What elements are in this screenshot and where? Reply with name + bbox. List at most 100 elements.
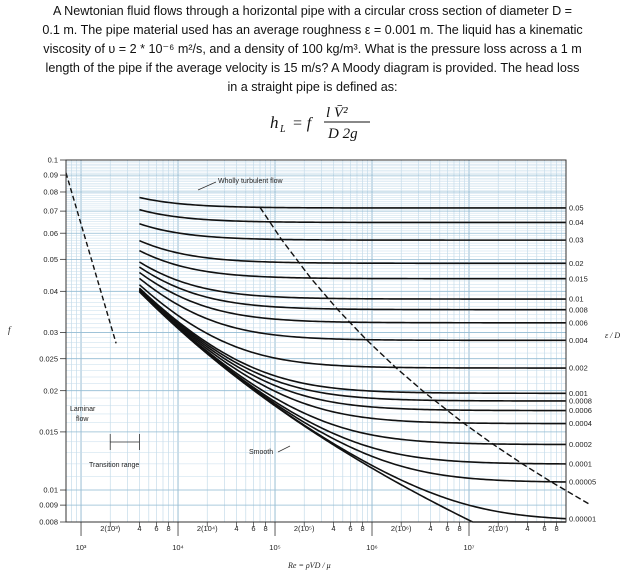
roughness-labels: 0.05 0.04 0.03 0.02 0.015 0.010.008 0.006 0.004… — [569, 204, 596, 524]
roughness-label: 0.008 — [569, 305, 588, 314]
x-minor-tick-label: 6 — [348, 524, 352, 533]
x-minor-tick-label: 4 — [234, 524, 238, 533]
y-tick-label: 0.08 — [43, 188, 58, 197]
roughness-label: 0.02 — [569, 259, 584, 268]
y-tick-label: 0.04 — [43, 287, 58, 296]
y-tick-label: 0.07 — [43, 207, 58, 216]
relative-roughness-label: ε / D — [605, 331, 620, 340]
x-major-tick-label: 10⁷ — [463, 543, 474, 552]
roughness-label: 0.05 — [569, 204, 584, 213]
roughness-label: 0.0008 — [569, 397, 592, 406]
y-tick-label: 0.09 — [43, 171, 58, 180]
problem-line: viscosity of υ = 2 * 10⁻⁶ m²/s, and a de… — [43, 42, 582, 56]
problem-line: length of the pipe if the average veloci… — [45, 61, 580, 75]
y-axis: 0.1 0.09 0.08 0.07 0.06 0.05 0.04 0.03 0.025 0.02… — [39, 156, 66, 527]
problem-statement: A Newtonian fluid flows through a horizo… — [0, 2, 625, 97]
laminar-flow-line — [65, 172, 117, 344]
formula-lhs-subscript: L — [279, 124, 286, 135]
roughness-label: 0.0006 — [569, 406, 592, 415]
y-axis-label: f — [8, 325, 12, 335]
roughness-curve — [139, 223, 566, 241]
y-tick-label: 0.008 — [39, 518, 58, 527]
plot-frame — [65, 159, 567, 523]
problem-line: in a straight pipe is defined as: — [227, 80, 398, 94]
y-tick-label: 0.05 — [43, 255, 58, 264]
laminar-label-2: flow — [76, 416, 89, 423]
roughness-label: 0.0004 — [569, 419, 592, 428]
x-minor-tick-label: 2(10³) — [100, 524, 121, 533]
moody-diagram: 0.1 0.09 0.08 0.07 0.06 0.05 0.04 0.03 0.025 0.02… — [8, 156, 620, 570]
roughness-curve — [138, 277, 566, 342]
formula-equals-f: = f — [292, 115, 314, 132]
laminar-label-1: Laminar — [70, 406, 96, 413]
x-minor-tick-label: 4 — [525, 524, 529, 533]
roughness-curve — [139, 239, 566, 265]
y-tick-label: 0.009 — [39, 501, 58, 510]
x-minor-tick-label: 6 — [251, 524, 255, 533]
roughness-curve — [138, 266, 566, 311]
roughness-label: 0.04 — [569, 218, 584, 227]
y-tick-label: 0.03 — [43, 328, 58, 337]
x-minor-tick-label: 2(10⁷) — [488, 524, 509, 533]
formula-lhs: h — [270, 113, 279, 132]
x-minor-tick-label: 8 — [264, 524, 268, 533]
x-minor-tick-label: 8 — [361, 524, 365, 533]
roughness-label: 0.002 — [569, 364, 588, 373]
formula-denominator: D 2g — [327, 126, 358, 142]
roughness-label: 0.0002 — [569, 440, 592, 449]
roughness-curve — [138, 284, 566, 369]
y-tick-label: 0.01 — [43, 486, 58, 495]
roughness-curve — [138, 287, 567, 395]
x-major-tick-label: 10⁶ — [366, 543, 377, 552]
x-minor-tick-label: 2(10⁶) — [391, 524, 412, 533]
x-minor-tick-label: 8 — [167, 524, 171, 533]
problem-line: 0.1 m. The pipe material used has an ave… — [42, 23, 583, 37]
x-minor-tick-label: 6 — [445, 524, 449, 533]
roughness-curve — [138, 271, 566, 324]
x-major-tick-label: 10⁴ — [172, 543, 184, 552]
smooth-label: Smooth — [249, 449, 273, 456]
roughness-label: 0.004 — [569, 336, 588, 345]
y-tick-label: 0.025 — [39, 354, 58, 363]
x-minor-tick-label: 2(10⁴) — [197, 524, 218, 533]
roughness-curve — [139, 196, 566, 209]
roughness-label: 0.01 — [569, 295, 584, 304]
roughness-curve — [138, 288, 566, 402]
x-minor-tick-label: 4 — [331, 524, 335, 533]
x-axis: 2(10³) 4 6 8 2(10⁴) 4 6 8 2(10⁵) 4 6 8 2(10⁶) 4 6 8 2(10… — [76, 522, 559, 552]
roughness-label: 0.006 — [569, 318, 588, 327]
roughness-label: 0.015 — [569, 274, 588, 283]
y-tick-label: 0.06 — [43, 229, 58, 238]
x-major-tick-label: 10⁵ — [269, 543, 280, 552]
wholly-turbulent-boundary — [259, 206, 590, 505]
x-minor-tick-label: 6 — [154, 524, 158, 533]
roughness-label: 0.03 — [569, 236, 584, 245]
y-tick-label: 0.015 — [39, 428, 58, 437]
roughness-label: 0.00005 — [569, 478, 596, 487]
roughness-label: 0.00001 — [569, 514, 596, 523]
x-minor-tick-label: 2(10⁵) — [294, 524, 315, 533]
x-minor-tick-label: 6 — [542, 524, 546, 533]
x-axis-label: Re = ρVD / μ — [287, 561, 331, 570]
head-loss-formula: h L = f l V̄² D 2g — [270, 105, 370, 142]
roughness-curve — [138, 288, 566, 412]
roughness-label: 0.001 — [569, 389, 588, 398]
formula-numerator: l V̄² — [326, 105, 348, 121]
x-minor-tick-label: 8 — [555, 524, 559, 533]
smooth-pointer — [277, 445, 291, 453]
friction-curves — [65, 172, 590, 523]
transition-range-label: Transition range — [89, 462, 139, 469]
roughness-curve — [139, 208, 566, 224]
x-minor-tick-label: 4 — [428, 524, 432, 533]
roughness-curve — [139, 261, 566, 300]
roughness-curve — [138, 289, 566, 425]
y-tick-label: 0.02 — [43, 386, 58, 395]
roughness-label: 0.0001 — [569, 459, 592, 468]
y-tick-label: 0.1 — [48, 156, 58, 165]
x-minor-tick-label: 4 — [137, 524, 141, 533]
x-major-tick-label: 10³ — [76, 543, 87, 552]
wholly-turbulent-label: Wholly turbulent flow — [218, 178, 284, 185]
roughness-curve — [138, 290, 567, 446]
problem-line: A Newtonian fluid flows through a horizo… — [52, 4, 573, 18]
x-minor-tick-label: 8 — [458, 524, 462, 533]
